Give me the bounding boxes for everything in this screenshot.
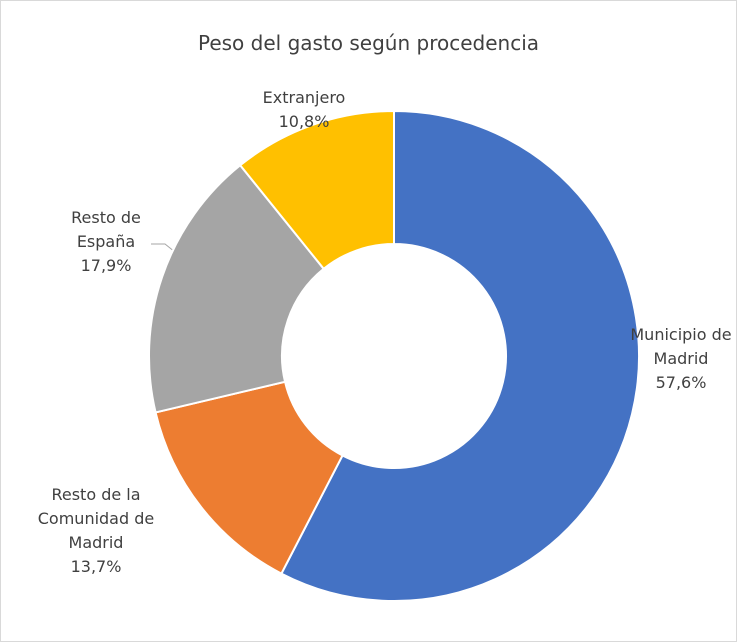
- data-label: Resto de la Comunidad de Madrid 13,7%: [11, 483, 181, 579]
- data-label: Resto de España 17,9%: [46, 206, 166, 278]
- slice: [154, 380, 344, 575]
- value-label: 57,6%: [655, 373, 707, 392]
- value-label: 10,8%: [278, 112, 330, 131]
- category-label: Extranjero: [262, 88, 346, 107]
- slice: [148, 163, 326, 414]
- slice: [238, 109, 395, 271]
- leader-line: [151, 243, 176, 253]
- category-label: Resto de la Comunidad de Madrid: [37, 485, 155, 552]
- chart-title: Peso del gasto según procedencia: [197, 31, 539, 55]
- slice: [280, 109, 640, 602]
- category-label: Resto de España: [71, 208, 141, 251]
- value-label: 13,7%: [70, 557, 122, 576]
- category-label: Municipio de Madrid: [630, 325, 732, 368]
- data-label: Extranjero 10,8%: [234, 86, 374, 134]
- value-label: 17,9%: [80, 256, 132, 275]
- data-label: Municipio de Madrid 57,6%: [616, 323, 736, 395]
